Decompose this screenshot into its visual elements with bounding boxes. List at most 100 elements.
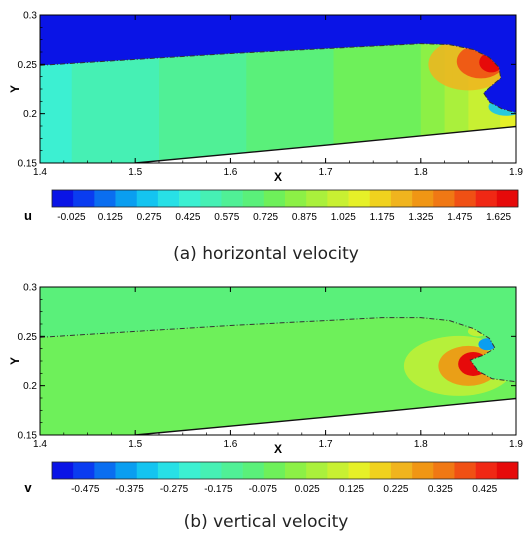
- y-tick-label: 0.25: [18, 332, 38, 343]
- colorbar-swatch: [306, 190, 328, 207]
- colorbar-label: 0.725: [253, 212, 278, 223]
- vertical-velocity-plot: 1.4 1.5 1.6 1.7 1.8 1.9 0.15 0.2 0.25 0.3 X Y -0.475…: [8, 283, 523, 496]
- colorbar-label: -0.475: [71, 484, 100, 495]
- colorbar-swatch: [348, 190, 371, 207]
- colorbar-swatch: [94, 462, 116, 479]
- y-tick-label: 0.3: [23, 11, 37, 22]
- colorbar-swatch: [433, 462, 455, 479]
- colorbar-label: 1.025: [331, 212, 356, 223]
- x-tick-label: 1.8: [414, 439, 428, 450]
- colorbar-label: 1.175: [370, 212, 395, 223]
- y-tick-label: 0.2: [23, 381, 37, 392]
- colorbar-swatch: [157, 462, 180, 479]
- colorbar-swatch: [263, 190, 286, 207]
- x-axis-title: X: [274, 170, 282, 184]
- colorbar-label: -0.375: [115, 484, 144, 495]
- colorbar-swatch: [263, 462, 286, 479]
- colorbar-label: 0.225: [383, 484, 408, 495]
- colorbar-label: 1.475: [447, 212, 472, 223]
- vertical-velocity-caption: (b) vertical velocity: [183, 512, 349, 532]
- colorbar-label: 0.425: [175, 212, 200, 223]
- y-tick-label: 0.15: [18, 431, 38, 442]
- colorbar-swatch: [412, 190, 434, 207]
- colorbar-label: 0.575: [214, 212, 239, 223]
- colorbar-label: 0.025: [295, 484, 320, 495]
- colorbar-swatch: [200, 462, 222, 479]
- y-tick-label: 0.25: [18, 60, 38, 71]
- y-axis-title: Y: [8, 357, 22, 365]
- colorbar-label: -0.275: [160, 484, 189, 495]
- horizontal-velocity-panel: 1.4 1.5 1.6 1.7 1.8 1.9 0.15 0.2 0.25 0.3 X Y -0.025…: [8, 11, 523, 265]
- y-tick-label: 0.3: [23, 283, 37, 294]
- horizontal-velocity-caption: (a) horizontal velocity: [173, 244, 359, 264]
- x-tick-label: 1.9: [509, 439, 523, 450]
- colorbar-frame: [51, 189, 519, 208]
- colorbar-swatch: [221, 190, 243, 207]
- colorbar-label: -0.175: [204, 484, 233, 495]
- colorbar-label: 0.125: [339, 484, 364, 495]
- x-tick-label: 1.6: [223, 167, 237, 178]
- colorbar-swatch: [115, 462, 138, 479]
- colorbar-label: -0.075: [249, 484, 278, 495]
- y-tick-label: 0.15: [18, 159, 38, 170]
- bed-line: [135, 397, 516, 435]
- colorbar-swatch: [390, 190, 413, 207]
- colorbar-swatch: [390, 462, 413, 479]
- colorbar-variable: u: [24, 208, 32, 223]
- x-tick-label: 1.7: [319, 439, 333, 450]
- colorbar-label: 0.875: [292, 212, 317, 223]
- colorbar-swatch: [136, 190, 159, 207]
- colorbar-label: 0.275: [137, 212, 162, 223]
- colorbar-swatch: [136, 462, 159, 479]
- colorbar-swatch: [496, 190, 519, 207]
- horizontal-velocity-plot: 1.4 1.5 1.6 1.7 1.8 1.9 0.15 0.2 0.25 0.3 X Y -0.025…: [8, 11, 523, 224]
- x-tick-label: 1.4: [33, 167, 47, 178]
- colorbar-swatch: [221, 462, 243, 479]
- colorbar-swatch: [496, 462, 519, 479]
- colorbar-swatch: [348, 462, 371, 479]
- colorbar-swatch: [454, 462, 476, 479]
- colorbar-label: 0.125: [98, 212, 123, 223]
- colorbar-swatch: [369, 462, 392, 479]
- x-tick-label: 1.9: [509, 167, 523, 178]
- colorbar-swatch: [242, 462, 265, 479]
- free-surface-line: [40, 43, 516, 114]
- colorbar-swatch: [285, 462, 307, 479]
- colorbar-frame: [51, 461, 519, 480]
- colorbar-swatch: [52, 190, 74, 207]
- colorbar-label: 0.325: [428, 484, 453, 495]
- x-tick-label: 1.7: [319, 167, 333, 178]
- colorbar-swatch: [179, 190, 201, 207]
- x-tick-label: 1.5: [128, 167, 142, 178]
- colorbar-swatch: [242, 190, 265, 207]
- bed-region: [135, 398, 516, 435]
- colorbar-swatch: [73, 190, 95, 207]
- y-tick-label: 0.2: [23, 109, 37, 120]
- bed-region: [135, 126, 516, 163]
- colorbar-swatch: [73, 462, 95, 479]
- colorbar-label: 1.325: [408, 212, 433, 223]
- colorbar-swatch: [475, 462, 498, 479]
- colorbar-swatch: [327, 462, 349, 479]
- colorbar-label: -0.025: [57, 212, 86, 223]
- colorbar-swatch: [200, 190, 222, 207]
- colorbar-variable: v: [24, 480, 32, 495]
- colorbar-swatch: [285, 190, 307, 207]
- x-tick-label: 1.8: [414, 167, 428, 178]
- free-surface-line: [40, 317, 516, 383]
- x-tick-label: 1.5: [128, 439, 142, 450]
- colorbar-label: 1.625: [486, 212, 511, 223]
- colorbar-label: 0.425: [472, 484, 497, 495]
- vertical-velocity-panel: 1.4 1.5 1.6 1.7 1.8 1.9 0.15 0.2 0.25 0.3 X Y -0.475…: [0, 272, 532, 542]
- colorbar-swatch: [327, 190, 349, 207]
- colorbar-swatch: [475, 190, 498, 207]
- colorbar-swatch: [454, 190, 476, 207]
- colorbar-swatch: [52, 462, 74, 479]
- bed-line: [135, 125, 516, 163]
- colorbar-swatch: [115, 190, 138, 207]
- x-tick-label: 1.6: [223, 439, 237, 450]
- colorbar-swatch: [412, 462, 434, 479]
- x-tick-label: 1.4: [33, 439, 47, 450]
- colorbar-swatch: [179, 462, 201, 479]
- colorbar-swatch: [94, 190, 116, 207]
